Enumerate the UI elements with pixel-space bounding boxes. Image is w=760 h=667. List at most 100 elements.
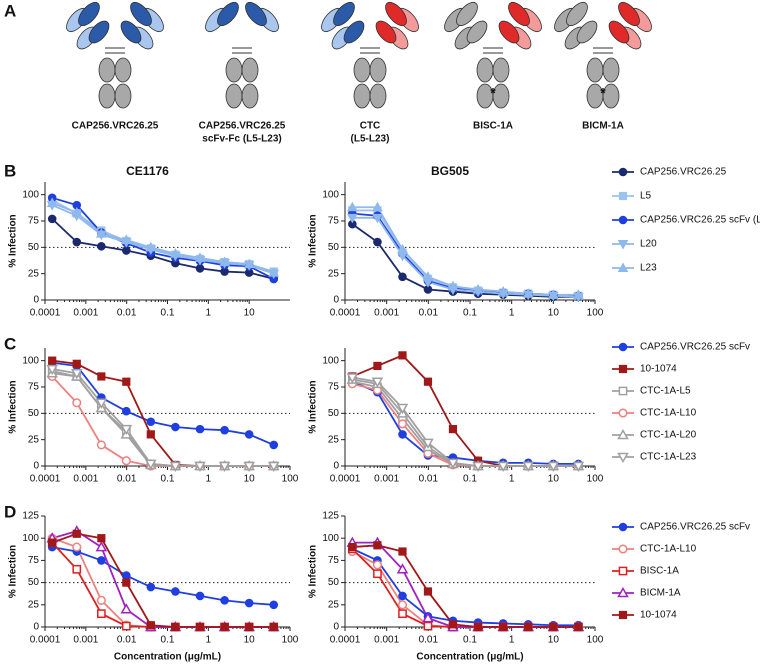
point	[522, 461, 535, 473]
x-tick-label: 100	[587, 474, 604, 485]
point	[574, 622, 583, 632]
point	[618, 364, 628, 374]
y-tick-label: 0	[33, 461, 39, 472]
point	[71, 207, 83, 217]
series-line	[351, 548, 579, 627]
series-line	[352, 378, 579, 467]
y-tick-label: 75	[28, 555, 40, 566]
legend-label: CTC-1A-L10	[640, 544, 697, 555]
point	[95, 541, 108, 552]
point	[618, 191, 628, 201]
domain	[566, 1, 588, 27]
domain	[375, 20, 397, 44]
point	[170, 248, 181, 258]
series-line	[351, 223, 579, 298]
point	[422, 438, 434, 449]
x-tick-label: 0.001	[73, 474, 98, 485]
y-tick-label: 50	[328, 242, 340, 253]
point	[549, 622, 558, 632]
point	[617, 452, 629, 464]
point	[96, 595, 106, 605]
point	[422, 271, 434, 281]
point	[146, 582, 156, 592]
point	[269, 600, 279, 610]
x-tick-label: 0.1	[161, 635, 175, 646]
point	[97, 556, 106, 565]
point	[422, 612, 434, 623]
domain	[114, 57, 132, 83]
point	[398, 351, 407, 360]
x-tick-label: 0.001	[374, 635, 399, 646]
domain	[353, 83, 371, 109]
y-tick-label: 50	[328, 577, 340, 588]
y-tick-label: 75	[328, 382, 340, 393]
y-tick-label: 75	[28, 382, 40, 393]
point	[169, 461, 182, 473]
y-tick-label: 100	[22, 533, 39, 544]
point	[472, 461, 484, 473]
domain	[245, 1, 267, 27]
x-tick-label: 10	[244, 474, 256, 485]
x-tick-label: 0.01	[117, 635, 137, 646]
domain	[602, 83, 620, 109]
domain	[498, 20, 520, 44]
x-tick-label: 1	[509, 635, 515, 646]
panel-label: B	[4, 161, 16, 180]
point	[72, 237, 82, 247]
x-tick-label: 100	[587, 635, 604, 646]
legend-label: BICM-1A	[640, 588, 681, 599]
point	[120, 424, 133, 436]
point	[220, 622, 229, 632]
y-axis-label: % Infection	[8, 380, 19, 433]
y-axis-label: % Infection	[8, 214, 19, 267]
point	[47, 214, 57, 224]
point	[398, 591, 407, 601]
domain	[114, 83, 132, 109]
x-tick-label: 0.01	[117, 308, 137, 319]
point	[572, 461, 585, 473]
legend-label: CTC-1A-L23	[640, 452, 697, 463]
y-axis-label: % Infection	[308, 380, 319, 433]
point	[397, 419, 408, 429]
domain	[130, 1, 152, 27]
series-line	[352, 382, 579, 467]
point	[220, 596, 229, 605]
x-axis-label: Concentration (μg/mL)	[114, 652, 221, 663]
series-line	[51, 204, 275, 275]
point	[72, 359, 81, 368]
legend-label: CTC-1A-L5	[640, 386, 691, 397]
x-tick-label: 0.01	[419, 308, 439, 319]
point	[348, 542, 357, 552]
y-tick-label: 75	[28, 216, 40, 227]
point	[218, 461, 231, 473]
point	[373, 361, 382, 371]
point	[245, 622, 254, 632]
point	[97, 609, 106, 619]
point	[195, 424, 205, 434]
series-line	[52, 546, 274, 606]
y-tick-label: 125	[322, 511, 339, 522]
series-line	[51, 530, 274, 628]
point	[72, 564, 82, 574]
point	[346, 201, 358, 212]
x-tick-label: 0.001	[374, 474, 399, 485]
domain	[343, 20, 365, 44]
point	[423, 621, 433, 631]
domain	[78, 1, 100, 27]
point	[448, 425, 458, 434]
legend-label: CTC-1A-L10	[640, 408, 697, 419]
panel-label: C	[4, 334, 16, 353]
point	[346, 373, 359, 384]
point	[346, 213, 358, 224]
legend-label: BISC-1A	[640, 566, 679, 577]
panel-label: D	[4, 502, 16, 521]
point	[547, 289, 559, 299]
point	[195, 264, 205, 273]
x-tick-label: 1	[206, 308, 212, 319]
y-axis-label: % Infection	[8, 545, 19, 598]
y-tick-label: 25	[28, 268, 40, 279]
y-tick-label: 0	[33, 622, 39, 633]
point	[618, 408, 628, 418]
domain	[369, 57, 387, 83]
antibody-label: CTC	[360, 121, 381, 132]
